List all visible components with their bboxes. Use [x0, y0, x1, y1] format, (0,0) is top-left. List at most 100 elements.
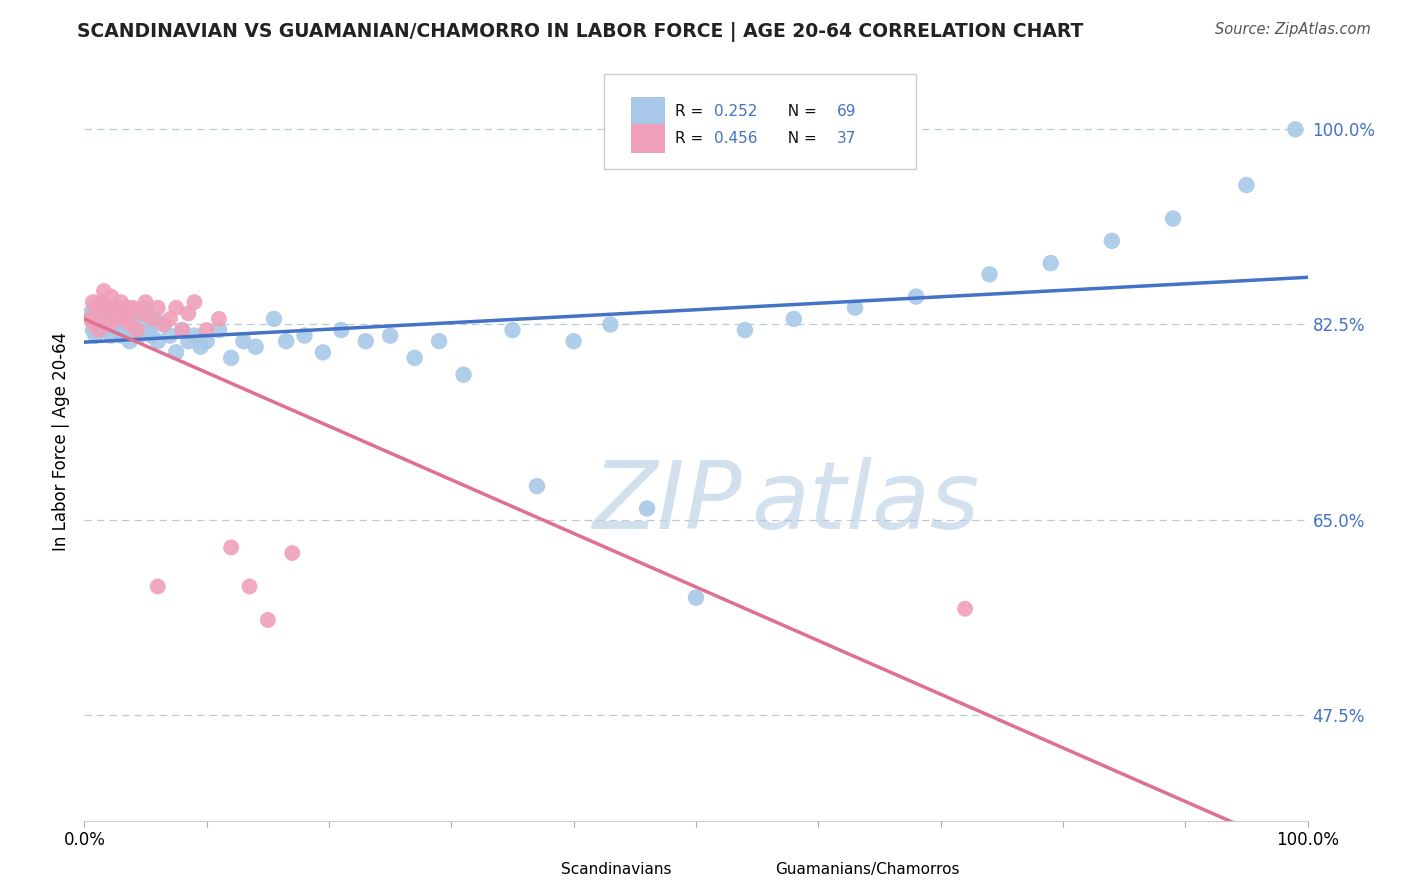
Point	[105, 312, 128, 326]
Point	[312, 345, 335, 359]
Point	[153, 318, 176, 332]
Point	[110, 295, 132, 310]
Point	[96, 306, 118, 320]
Point	[562, 334, 585, 349]
Point	[94, 323, 117, 337]
Point	[354, 334, 377, 349]
Point	[135, 301, 157, 315]
Point	[118, 334, 141, 349]
Point	[89, 295, 111, 310]
Point	[172, 323, 194, 337]
Point	[100, 290, 122, 304]
Point	[100, 328, 122, 343]
Point	[183, 295, 205, 310]
Point	[146, 580, 169, 594]
Point	[1161, 211, 1184, 226]
Point	[91, 306, 114, 320]
Point	[97, 301, 120, 315]
FancyBboxPatch shape	[605, 74, 917, 169]
Point	[91, 295, 114, 310]
Point	[115, 301, 138, 315]
Point	[97, 318, 120, 332]
Point	[599, 318, 621, 332]
Point	[120, 318, 142, 332]
Point	[905, 290, 928, 304]
Point	[844, 301, 866, 315]
Point	[132, 318, 155, 332]
Point	[177, 334, 200, 349]
Point	[128, 328, 150, 343]
Point	[195, 334, 218, 349]
Point	[112, 312, 135, 326]
Point	[177, 306, 200, 320]
Text: Source: ZipAtlas.com: Source: ZipAtlas.com	[1215, 22, 1371, 37]
Point	[93, 318, 115, 332]
Point	[84, 328, 107, 343]
Point	[783, 312, 806, 326]
FancyBboxPatch shape	[631, 124, 665, 153]
Text: R =: R =	[675, 131, 709, 146]
Text: Guamanians/Chamorros: Guamanians/Chamorros	[776, 863, 960, 878]
Point	[502, 323, 524, 337]
Point	[104, 301, 127, 315]
Point	[330, 323, 353, 337]
Point	[87, 323, 110, 337]
Point	[979, 268, 1001, 282]
Text: 0.252: 0.252	[714, 104, 758, 120]
Point	[110, 328, 132, 343]
Point	[208, 323, 231, 337]
Point	[636, 501, 658, 516]
FancyBboxPatch shape	[631, 97, 665, 126]
Point	[1101, 234, 1123, 248]
Point	[141, 312, 163, 326]
Point	[114, 323, 136, 337]
Y-axis label: In Labor Force | Age 20-64: In Labor Force | Age 20-64	[52, 332, 70, 551]
Point	[83, 318, 105, 332]
Text: R =: R =	[675, 104, 709, 120]
Point	[146, 334, 169, 349]
Point	[281, 546, 304, 560]
Point	[125, 306, 148, 320]
Point	[276, 334, 298, 349]
Point	[294, 328, 316, 343]
Point	[141, 328, 163, 343]
Point	[165, 301, 187, 315]
Point	[105, 323, 128, 337]
Text: ZIP: ZIP	[592, 457, 741, 548]
Point	[125, 323, 148, 337]
Point	[245, 340, 267, 354]
Point	[219, 351, 242, 365]
Text: 37: 37	[837, 131, 856, 146]
Point	[190, 340, 212, 354]
Text: N =: N =	[778, 131, 821, 146]
Point	[89, 306, 111, 320]
Point	[453, 368, 475, 382]
Point	[83, 301, 105, 315]
Point	[96, 301, 118, 315]
Point	[93, 284, 115, 298]
Point	[107, 301, 129, 315]
Point	[734, 323, 756, 337]
Text: 69: 69	[837, 104, 856, 120]
Point	[87, 318, 110, 332]
Point	[685, 591, 707, 605]
Point	[82, 323, 104, 337]
Text: Scandinavians: Scandinavians	[561, 863, 672, 878]
Point	[138, 323, 160, 337]
Point	[1236, 178, 1258, 193]
Point	[257, 613, 280, 627]
Point	[165, 345, 187, 359]
Text: 0.456: 0.456	[714, 131, 758, 146]
Point	[79, 306, 101, 320]
Point	[115, 301, 138, 315]
Point	[82, 295, 104, 310]
Point	[146, 301, 169, 315]
Point	[219, 541, 242, 555]
Point	[153, 318, 176, 332]
Text: atlas: atlas	[751, 457, 979, 548]
Point	[135, 295, 157, 310]
Point	[1039, 256, 1062, 270]
Point	[238, 580, 260, 594]
Point	[122, 323, 145, 337]
Point	[380, 328, 402, 343]
